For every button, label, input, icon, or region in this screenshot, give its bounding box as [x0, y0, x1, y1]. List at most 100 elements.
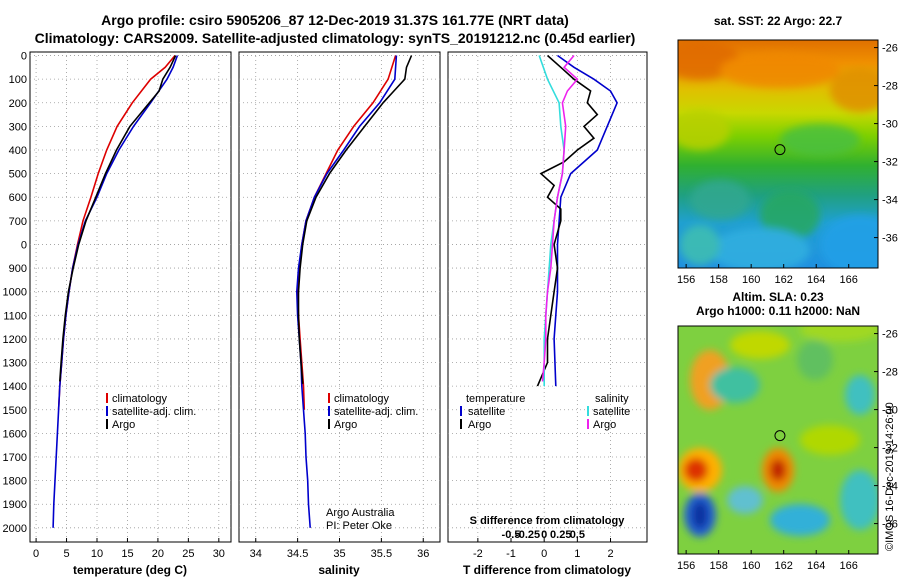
- s-difference-label: S difference from climatology: [470, 515, 626, 527]
- map-y-tick-label: -26: [882, 329, 898, 341]
- x-tick-label: 35.5: [371, 548, 392, 560]
- sla-map-frame: [677, 325, 879, 555]
- legend-argo: Argo: [334, 419, 357, 431]
- x-tick-label: 10: [91, 548, 103, 560]
- x-tick-label: 1: [574, 548, 580, 560]
- s-tick-label: -0.5: [502, 529, 521, 541]
- x-tick-label: 5: [63, 548, 69, 560]
- legend-climatology: climatology: [334, 393, 390, 405]
- series-line-satellite: [553, 54, 618, 387]
- x-tick-label: 25: [182, 548, 194, 560]
- depth-tick-label: 100: [9, 74, 27, 86]
- depth-tick-label: 1800: [3, 476, 27, 488]
- map-y-tick-label: -34: [882, 195, 898, 207]
- depth-tick-label: 1600: [3, 428, 27, 440]
- series-line-argo: [59, 55, 177, 382]
- legend-salinity-heading: salinity: [595, 393, 629, 405]
- depth-tick-label: 1400: [3, 381, 27, 393]
- legend-argo: Argo: [112, 419, 135, 431]
- map-y-tick-label: -30: [882, 405, 898, 417]
- argo-location-marker-sla: [774, 430, 786, 442]
- depth-tick-label: 1300: [3, 358, 27, 370]
- map-x-tick-label: 164: [807, 274, 825, 286]
- s-tick-label: 0.25: [550, 529, 571, 541]
- x-tick-label: -1: [506, 548, 516, 560]
- depth-tick-label: 200: [9, 98, 27, 110]
- map-y-tick-label: -26: [882, 43, 898, 55]
- map-x-tick-label: 156: [677, 274, 695, 286]
- sla-map: [678, 326, 878, 554]
- salinity-legend: climatology satellite-adj. clim. Argo: [328, 393, 418, 431]
- x-tick-label: -2: [473, 548, 483, 560]
- map-y-tick-label: -30: [882, 119, 898, 131]
- legend-climatology: climatology: [112, 393, 168, 405]
- legend-s-argo: Argo: [593, 419, 616, 431]
- depth-tick-label: 0: [21, 239, 27, 251]
- map-y-tick-label: -36: [882, 233, 898, 245]
- depth-tick-label: 300: [9, 121, 27, 133]
- depth-tick-label: 1100: [3, 310, 27, 322]
- title-line-2: Climatology: CARS2009. Satellite-adjuste…: [34, 30, 636, 46]
- map-x-tick-label: 162: [775, 560, 793, 572]
- x-tick-label: 15: [121, 548, 133, 560]
- sla-map-title: Altim. SLA: 0.23: [732, 290, 824, 304]
- map-x-tick-label: 160: [742, 274, 760, 286]
- legend-s-satellite: satellite: [593, 406, 630, 418]
- legend-t-satellite: satellite: [468, 406, 505, 418]
- x-tick-label: 20: [152, 548, 164, 560]
- x-tick-label: 36: [417, 548, 429, 560]
- series-line-climatology: [296, 55, 397, 410]
- legend-temperature-heading: temperature: [466, 393, 525, 405]
- x-tick-label: 35: [333, 548, 345, 560]
- sst-map-frame: [677, 39, 879, 269]
- depth-tick-label: 700: [9, 216, 27, 228]
- depth-tick-label: 1000: [3, 287, 27, 299]
- s-difference-ticks: -0.5-0.25 0 0.250.5: [502, 529, 585, 541]
- sla-map-subtitle: Argo h1000: 0.11 h2000: NaN: [696, 304, 860, 318]
- title-line-1: Argo profile: csiro 5905206_87 12-Dec-20…: [101, 12, 569, 28]
- legend-satellite: satellite-adj. clim.: [112, 406, 196, 418]
- salinity-xlabel: salinity: [318, 563, 360, 577]
- depth-tick-label: 1700: [3, 452, 27, 464]
- temperature-xlabel: temperature (deg C): [73, 563, 187, 577]
- depth-tick-label: 1900: [3, 499, 27, 511]
- depth-tick-label: 1200: [3, 334, 27, 346]
- temperature-panel: 0 5 10 15 20 25 30: [29, 51, 232, 560]
- map-x-tick-label: 162: [775, 274, 793, 286]
- s-tick-label: 0: [541, 529, 547, 541]
- map-x-tick-label: 164: [807, 560, 825, 572]
- x-tick-label: 34: [250, 548, 262, 560]
- map-y-tick-label: -28: [882, 367, 898, 379]
- map-x-tick-label: 166: [840, 274, 858, 286]
- argo-location-marker-sst: [774, 144, 786, 156]
- s-tick-label: 0.5: [570, 529, 585, 541]
- depth-tick-label: 0: [21, 51, 27, 63]
- depth-tick-label: 500: [9, 169, 27, 181]
- map-x-tick-label: 166: [840, 560, 858, 572]
- depth-tick-label: 1500: [3, 405, 27, 417]
- map-y-tick-label: -28: [882, 81, 898, 93]
- depth-tick-label: 400: [9, 145, 27, 157]
- difference-xlabel: T difference from climatology: [463, 563, 631, 577]
- x-tick-label: 30: [213, 548, 225, 560]
- sst-map-title: sat. SST: 22 Argo: 22.7: [714, 14, 843, 28]
- depth-tick-label: 900: [9, 263, 27, 275]
- series-line-argo: [536, 54, 599, 387]
- depth-axis: 0 100 200 300 400 500 600 700 0 900 1000 1100 1200 13…: [3, 51, 27, 535]
- map-x-tick-label: 160: [742, 560, 760, 572]
- sla-map-axes: 156 158 160 162 164 166 -26 -28 -30 -32 -34 -36: [677, 329, 898, 572]
- map-y-tick-label: -32: [882, 443, 898, 455]
- series-line-argo: [541, 54, 579, 382]
- map-x-tick-label: 158: [709, 560, 727, 572]
- map-y-tick-label: -36: [882, 519, 898, 531]
- difference-legend: temperature satellite Argo salinity sate…: [460, 393, 630, 431]
- x-tick-label: 2: [607, 548, 613, 560]
- map-y-tick-label: -32: [882, 157, 898, 169]
- credit-line-2: PI: Peter Oke: [326, 520, 392, 532]
- series-line-satellite-adj--clim-: [295, 55, 398, 528]
- temperature-legend: climatology satellite-adj. clim. Argo: [106, 393, 196, 431]
- depth-tick-label: 2000: [3, 523, 27, 535]
- map-x-tick-label: 158: [709, 274, 727, 286]
- x-tick-label: 34.5: [287, 548, 308, 560]
- credit-line-1: Argo Australia: [326, 507, 395, 519]
